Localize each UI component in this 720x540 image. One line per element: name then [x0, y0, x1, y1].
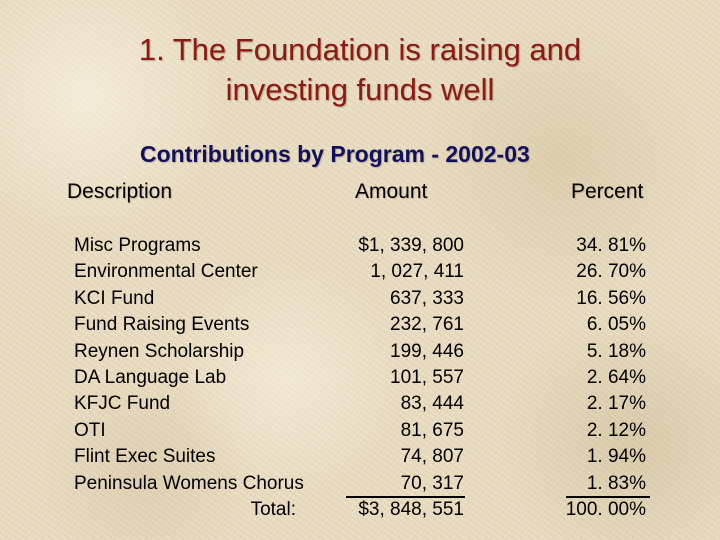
row-percent: 2. 12% — [586, 419, 646, 441]
row-description: DA Language Lab — [74, 366, 227, 388]
total-percent: 100. 00% — [565, 498, 646, 520]
row-percent: 5. 18% — [586, 340, 646, 362]
table-subtitle: Contributions by Program - 2002-03 — [140, 141, 530, 167]
row-percent: 1. 83% — [586, 472, 646, 494]
table-row: Reynen Scholarship 199, 446 5. 18% — [0, 339, 720, 365]
row-description: Misc Programs — [74, 235, 201, 256]
table-row: Peninsula Womens Chorus 70, 317 1. 83% — [0, 471, 720, 497]
total-label: Total: — [250, 498, 296, 520]
row-amount: 70, 317 — [400, 472, 464, 494]
slide-title-line-2: investing funds well — [225, 72, 495, 107]
table-row: Fund Raising Events 232, 761 6. 05% — [0, 312, 720, 338]
total-amount: $3, 848, 551 — [358, 498, 464, 520]
row-amount: 101, 557 — [390, 366, 464, 388]
amount-total-rule — [346, 496, 465, 498]
contributions-table: Misc Programs $1, 339, 800 34. 81% Envir… — [0, 233, 720, 523]
slide-title: 1. The Foundation is raising and investi… — [0, 30, 720, 110]
column-header-percent: Percent — [571, 180, 644, 203]
table-row: Environmental Center 1, 027, 411 26. 70% — [0, 259, 720, 285]
row-amount: 232, 761 — [390, 314, 464, 336]
slide-title-line-1: 1. The Foundation is raising and — [138, 32, 582, 67]
row-description: Environmental Center — [74, 261, 258, 283]
row-amount: $1, 339, 800 — [358, 235, 464, 256]
row-percent: 2. 64% — [586, 366, 646, 388]
row-description: Peninsula Womens Chorus — [74, 472, 304, 494]
row-percent: 2. 17% — [586, 393, 646, 415]
row-description: Flint Exec Suites — [74, 446, 216, 468]
row-description: Reynen Scholarship — [74, 340, 245, 362]
row-percent: 16. 56% — [576, 287, 646, 309]
table-row: KCI Fund 637, 333 16. 56% — [0, 286, 720, 312]
row-description: KFJC Fund — [74, 393, 171, 415]
row-description: KCI Fund — [74, 287, 155, 309]
row-amount: 81, 675 — [400, 419, 464, 441]
row-percent: 26. 70% — [576, 261, 646, 283]
table-row: Misc Programs $1, 339, 800 34. 81% — [0, 233, 720, 259]
row-amount: 637, 333 — [390, 287, 464, 309]
row-amount: 83, 444 — [400, 393, 464, 415]
table-row: Flint Exec Suites 74, 807 1. 94% — [0, 444, 720, 470]
row-description: OTI — [74, 419, 106, 441]
row-percent: 34. 81% — [576, 235, 646, 256]
table-row: OTI 81, 675 2. 12% — [0, 418, 720, 444]
row-percent: 6. 05% — [586, 314, 646, 336]
row-amount: 74, 807 — [400, 446, 464, 468]
table-row: DA Language Lab 101, 557 2. 64% — [0, 365, 720, 391]
column-header-amount: Amount — [355, 180, 428, 203]
row-percent: 1. 94% — [586, 446, 646, 468]
row-amount: 199, 446 — [390, 340, 464, 362]
table-row: KFJC Fund 83, 444 2. 17% — [0, 391, 720, 417]
row-description: Fund Raising Events — [74, 314, 250, 336]
row-amount: 1, 027, 411 — [370, 261, 464, 283]
total-row: Total: $3, 848, 551 100. 00% — [0, 497, 720, 523]
percent-total-rule — [566, 496, 650, 498]
column-header-description: Description — [67, 180, 173, 203]
